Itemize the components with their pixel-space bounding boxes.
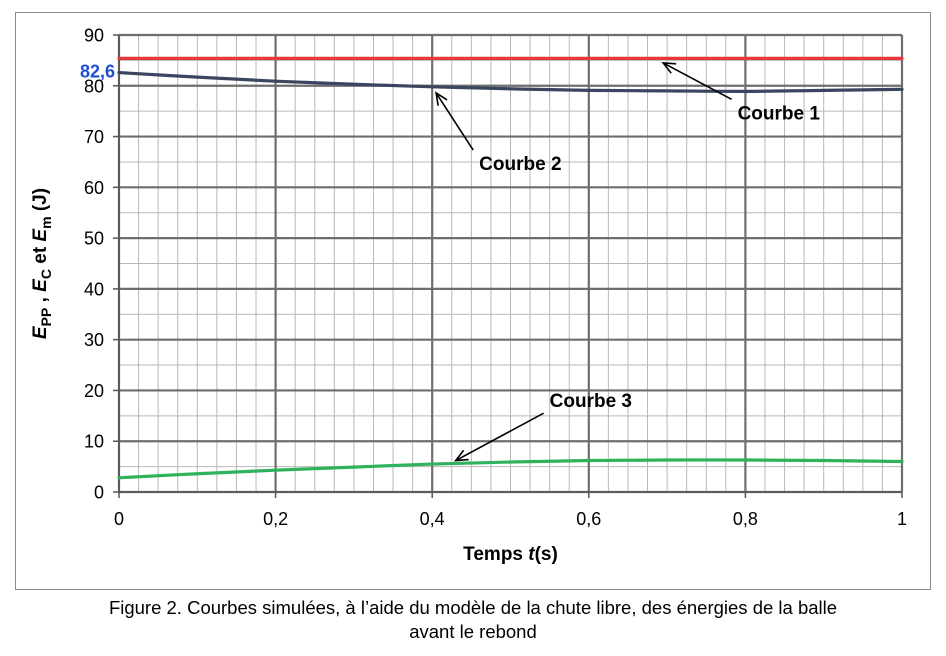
axes: 0 0,2 0,4 0,6 0,8 1010203040506070809082,6Tem… <box>30 26 907 566</box>
annotation-label: Courbe 2 <box>479 154 561 175</box>
annotations: Courbe 1 Courbe 2 Courbe 3 <box>435 62 821 462</box>
annotation-label: Courbe 1 <box>738 103 821 124</box>
y-tick-label: 50 <box>84 229 104 249</box>
series-courbe-2 <box>117 70 904 93</box>
highlight-tick-label: 82,6 <box>80 62 115 82</box>
x-tick-label: 0,2 <box>263 509 288 529</box>
x-tick-label: 1 <box>897 509 907 529</box>
annotation-arrow-line <box>662 62 732 100</box>
annotation-arrow-head <box>435 91 448 106</box>
y-tick-label: 10 <box>84 432 104 452</box>
annotation-arrow-line <box>435 92 474 151</box>
y-tick-label: 30 <box>84 330 104 350</box>
annotation-arrow-head <box>453 449 469 462</box>
y-tick-label: 40 <box>84 279 104 299</box>
caption-line-2: avant le rebond <box>409 621 537 642</box>
y-tick-label: 70 <box>84 127 104 147</box>
y-tick-label: 60 <box>84 178 104 198</box>
x-tick-label: 0 <box>114 509 124 529</box>
figure-caption: Figure 2. Courbes simulées, à l’aide du … <box>0 596 946 644</box>
x-tick-label: 0,6 <box>576 509 601 529</box>
y-tick-label: 20 <box>84 381 104 401</box>
annotation-label: Courbe 3 <box>550 391 632 412</box>
annotation-arrow-line <box>455 412 545 462</box>
energy-chart: 0 0,2 0,4 0,6 0,8 1010203040506070809082,6Tem… <box>30 26 907 566</box>
x-tick-label: 0,4 <box>420 509 445 529</box>
x-tick-label: 0,8 <box>733 509 758 529</box>
x-axis-label: Temps t(s) <box>463 544 558 565</box>
series <box>117 56 904 480</box>
chart-frame <box>15 12 931 590</box>
y-axis-label: EPP , EC et Em (J) <box>30 188 54 339</box>
y-tick-label: 0 <box>94 483 104 503</box>
series-courbe-3 <box>117 458 904 480</box>
y-tick-label: 90 <box>84 26 104 46</box>
annotation-arrow-head <box>661 62 677 74</box>
caption-line-1: Figure 2. Courbes simulées, à l’aide du … <box>108 597 838 618</box>
y-tick-label: 80 <box>84 76 104 96</box>
